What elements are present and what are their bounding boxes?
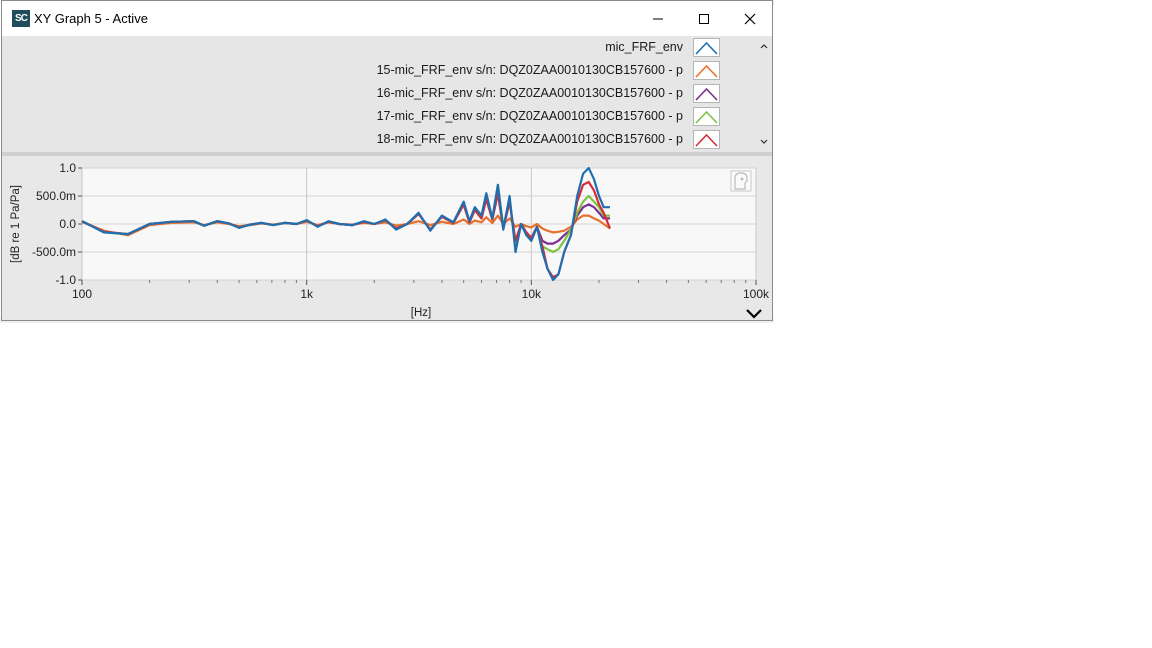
panel-splitter[interactable] [2, 152, 772, 156]
y-tick-label: -1.0 [55, 273, 76, 287]
y-tick-label: 1.0 [59, 161, 76, 175]
y-tick-label: 0.0 [59, 217, 76, 231]
y-axis-label: [dB re 1 Pa/Pa] [10, 185, 22, 263]
minimize-button[interactable] [635, 1, 681, 36]
expand-dropdown-button[interactable] [744, 307, 764, 321]
series-line-icon [695, 64, 718, 78]
minimize-icon [653, 18, 663, 19]
xy-chart[interactable]: 1.0 500.0m 0.0 -500.0m -1.0 100 1k 10k 100k [dB… [2, 156, 772, 320]
y-tick-label: 500.0m [36, 189, 76, 203]
legend-entry[interactable]: 18-mic_FRF_env s/n: DQZ0ZAA0010130CB1576… [377, 128, 720, 150]
series-line-0 [81, 166, 610, 282]
series-line-icon [695, 133, 718, 147]
legend-entry[interactable]: 16-mic_FRF_env s/n: DQZ0ZAA0010130CB1576… [377, 82, 720, 104]
maximize-button[interactable] [681, 1, 727, 36]
x-tick-label: 100k [743, 287, 770, 301]
maximize-icon [699, 13, 709, 24]
legend-swatch [693, 106, 720, 126]
window-title: XY Graph 5 - Active [34, 11, 148, 26]
series-line-icon [695, 41, 718, 55]
scroll-down-icon[interactable] [760, 139, 768, 144]
x-tick-label: 10k [522, 287, 542, 301]
x-axis-ticks: 100 1k 10k 100k [72, 280, 770, 301]
series-line-icon [695, 110, 718, 124]
close-icon [744, 13, 756, 24]
legend-entry[interactable]: mic_FRF_env [605, 36, 720, 58]
legend-entry[interactable]: 15-mic_FRF_env s/n: DQZ0ZAA0010130CB1576… [377, 59, 720, 81]
x-axis-label: [Hz] [411, 307, 431, 319]
title-bar[interactable]: SC XY Graph 5 - Active [2, 1, 772, 36]
legend-swatch [693, 60, 720, 80]
series-line-icon [695, 87, 718, 101]
plot-area[interactable]: 1.0 500.0m 0.0 -500.0m -1.0 100 1k 10k 100k [dB… [2, 156, 772, 320]
legend-swatch [693, 83, 720, 103]
legend-label: mic_FRF_env [605, 40, 683, 54]
xy-graph-window[interactable]: SC XY Graph 5 - Active mic_FRF_env 15-mi… [1, 0, 773, 321]
legend-entry[interactable]: 17-mic_FRF_env s/n: DQZ0ZAA0010130CB1576… [377, 105, 720, 127]
legend-scrollbar[interactable] [756, 36, 772, 152]
legend-label: 18-mic_FRF_env s/n: DQZ0ZAA0010130CB1576… [376, 132, 683, 146]
scroll-up-icon[interactable] [760, 44, 768, 49]
chart-settings-icon[interactable] [730, 170, 752, 192]
close-button[interactable] [727, 1, 773, 36]
legend-panel: mic_FRF_env 15-mic_FRF_env s/n: DQZ0ZAA0… [2, 36, 772, 152]
legend-label: 16-mic_FRF_env s/n: DQZ0ZAA0010130CB1576… [376, 86, 683, 100]
chevron-down-icon [746, 309, 762, 319]
x-tick-label: 1k [300, 287, 314, 301]
x-tick-label: 100 [72, 287, 92, 301]
legend-swatch [693, 37, 720, 57]
legend-swatch [693, 129, 720, 149]
app-icon: SC [12, 10, 30, 27]
y-axis-ticks: 1.0 500.0m 0.0 -500.0m -1.0 [32, 161, 82, 287]
y-tick-label: -500.0m [32, 245, 76, 259]
legend-label: 15-mic_FRF_env s/n: DQZ0ZAA0010130CB1576… [376, 63, 683, 77]
series-lines [81, 166, 612, 282]
legend-label: 17-mic_FRF_env s/n: DQZ0ZAA0010130CB1576… [376, 109, 683, 123]
